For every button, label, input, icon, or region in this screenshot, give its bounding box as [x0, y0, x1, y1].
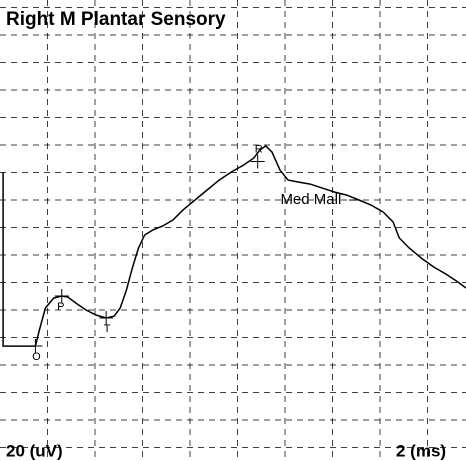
y-scale-label: 20 (uV)	[6, 441, 63, 460]
marker-cross	[250, 154, 265, 169]
plot: Med Mall O P T R	[2, 143, 466, 363]
marker-cross	[28, 339, 43, 354]
marker-label: O	[32, 351, 41, 363]
marker-label: R	[255, 143, 263, 155]
x-scale-label: 2 (ms)	[396, 441, 446, 460]
marker-cross	[99, 311, 114, 326]
marker-label: T	[104, 323, 111, 335]
marker-cross	[54, 289, 69, 304]
chart-title: Right M Plantar Sensory	[6, 9, 226, 30]
trace	[2, 145, 466, 347]
marker-label: P	[57, 301, 64, 313]
legend-label: Med Mall	[280, 191, 341, 208]
